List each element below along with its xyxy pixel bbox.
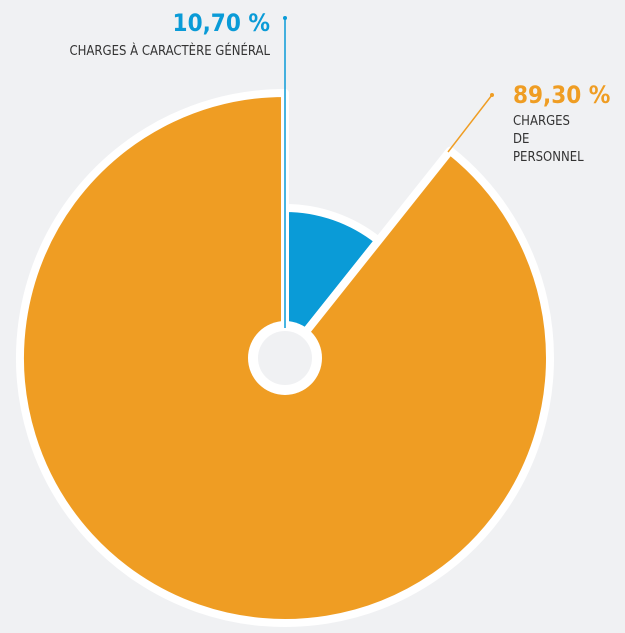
center-hole [258,331,312,385]
leader-dot [490,93,494,97]
leader-line [447,94,493,153]
category-label: CHARGES À CARACTÈRE GÉNÉRAL [69,43,270,59]
value-label: 89,30 % [513,81,610,109]
value-label: 10,70 % [173,9,270,37]
category-label: CHARGES DE PERSONNEL [513,114,584,165]
leader-dot [283,16,287,20]
